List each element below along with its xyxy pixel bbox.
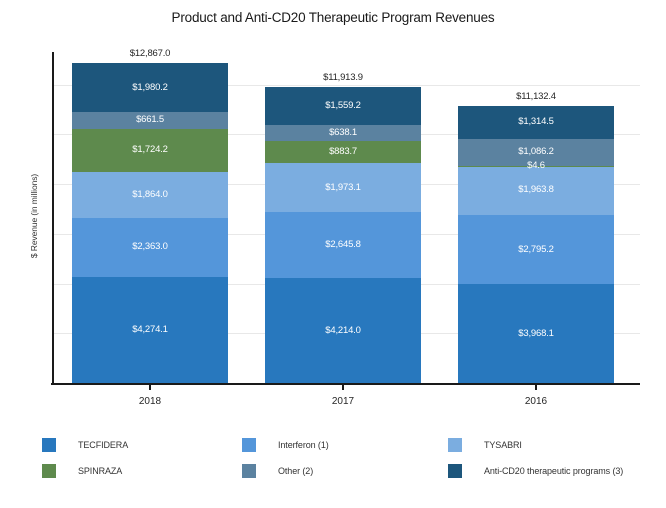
y-axis-line: [52, 52, 54, 385]
bar-segment: [265, 86, 421, 126]
legend-label: SPINRAZA: [78, 466, 123, 476]
x-axis-tick-label: 2018: [138, 396, 162, 407]
bar-total-label: $11,913.9: [323, 71, 363, 83]
bar-segment: [265, 163, 421, 213]
bar-segment: [458, 106, 614, 139]
legend-item-anti-cd20-therapeutic-programs-3: Anti-CD20 therapeutic programs (3): [448, 464, 623, 478]
x-axis-tick-label: 2017: [331, 396, 355, 407]
x-axis-tick: [535, 385, 537, 390]
bar-total-label: $11,132.4: [516, 91, 556, 103]
bar-segment: [265, 212, 421, 279]
segment-value-label: $638.1: [329, 127, 357, 139]
chart-title: Product and Anti-CD20 Therapeutic Progra…: [171, 10, 495, 25]
bar-segment: [458, 138, 614, 166]
bar-segment: [72, 63, 228, 113]
legend-label: TECFIDERA: [78, 440, 129, 450]
segment-value-label: $1,864.0: [132, 188, 168, 200]
bar-segment: [458, 165, 614, 215]
segment-value-label: $4,214.0: [325, 324, 361, 336]
legend-item-tysabri: TYSABRI: [448, 438, 522, 452]
x-axis-tick-label: 2016: [524, 396, 548, 407]
legend-item-other-2: Other (2): [242, 464, 313, 478]
bar-segment: [72, 276, 228, 383]
legend-swatch: [242, 438, 256, 452]
segment-value-label: $883.7: [329, 146, 357, 158]
segment-value-label: $3,968.1: [518, 327, 554, 339]
bar-segment: [72, 217, 228, 277]
segment-value-label: $1,973.1: [325, 181, 361, 193]
segment-value-label: $1,559.2: [325, 100, 361, 112]
segment-value-label: $1,314.5: [518, 116, 554, 128]
segment-value-label: $2,795.2: [518, 243, 554, 255]
x-axis-line: [51, 383, 640, 385]
legend-swatch: [42, 464, 56, 478]
gridline: [52, 84, 640, 86]
segment-value-label: $4,274.1: [132, 323, 168, 335]
legend-swatch: [448, 438, 462, 452]
x-axis-tick: [149, 385, 151, 390]
bar-segment: [72, 171, 228, 218]
bar-segment: [265, 278, 421, 383]
bar-total-label: $12,867.0: [129, 48, 171, 59]
legend-item-tecfidera: TECFIDERA: [42, 438, 128, 452]
bar-segment: [72, 112, 228, 129]
legend-label: Other (2): [278, 466, 314, 476]
segment-value-label: $661.5: [136, 114, 164, 126]
legend-swatch: [242, 464, 256, 478]
segment-value-label: $1,086.2: [518, 146, 554, 158]
segment-value-label: $4.6: [527, 159, 545, 171]
segment-value-label: $1,963.8: [518, 184, 554, 196]
bar-segment: [265, 125, 421, 142]
legend-item-interferon-1: Interferon (1): [242, 438, 329, 452]
segment-value-label: $2,645.8: [325, 239, 361, 251]
segment-value-label: $1,980.2: [132, 81, 168, 93]
bar-segment: [458, 284, 614, 383]
legend-label: Interferon (1): [278, 440, 329, 450]
bar-segment: [72, 128, 228, 172]
x-axis-tick: [342, 385, 344, 390]
legend-item-spinraza: SPINRAZA: [42, 464, 122, 478]
bar-segment: [265, 141, 421, 164]
legend-label: Anti-CD20 therapeutic programs (3): [484, 466, 624, 476]
segment-value-label: $2,363.0: [132, 241, 168, 253]
segment-value-label: $1,724.2: [132, 144, 168, 156]
legend-label: TYSABRI: [484, 440, 522, 450]
legend-swatch: [448, 464, 462, 478]
legend-swatch: [42, 438, 56, 452]
bar-segment: [458, 214, 614, 285]
